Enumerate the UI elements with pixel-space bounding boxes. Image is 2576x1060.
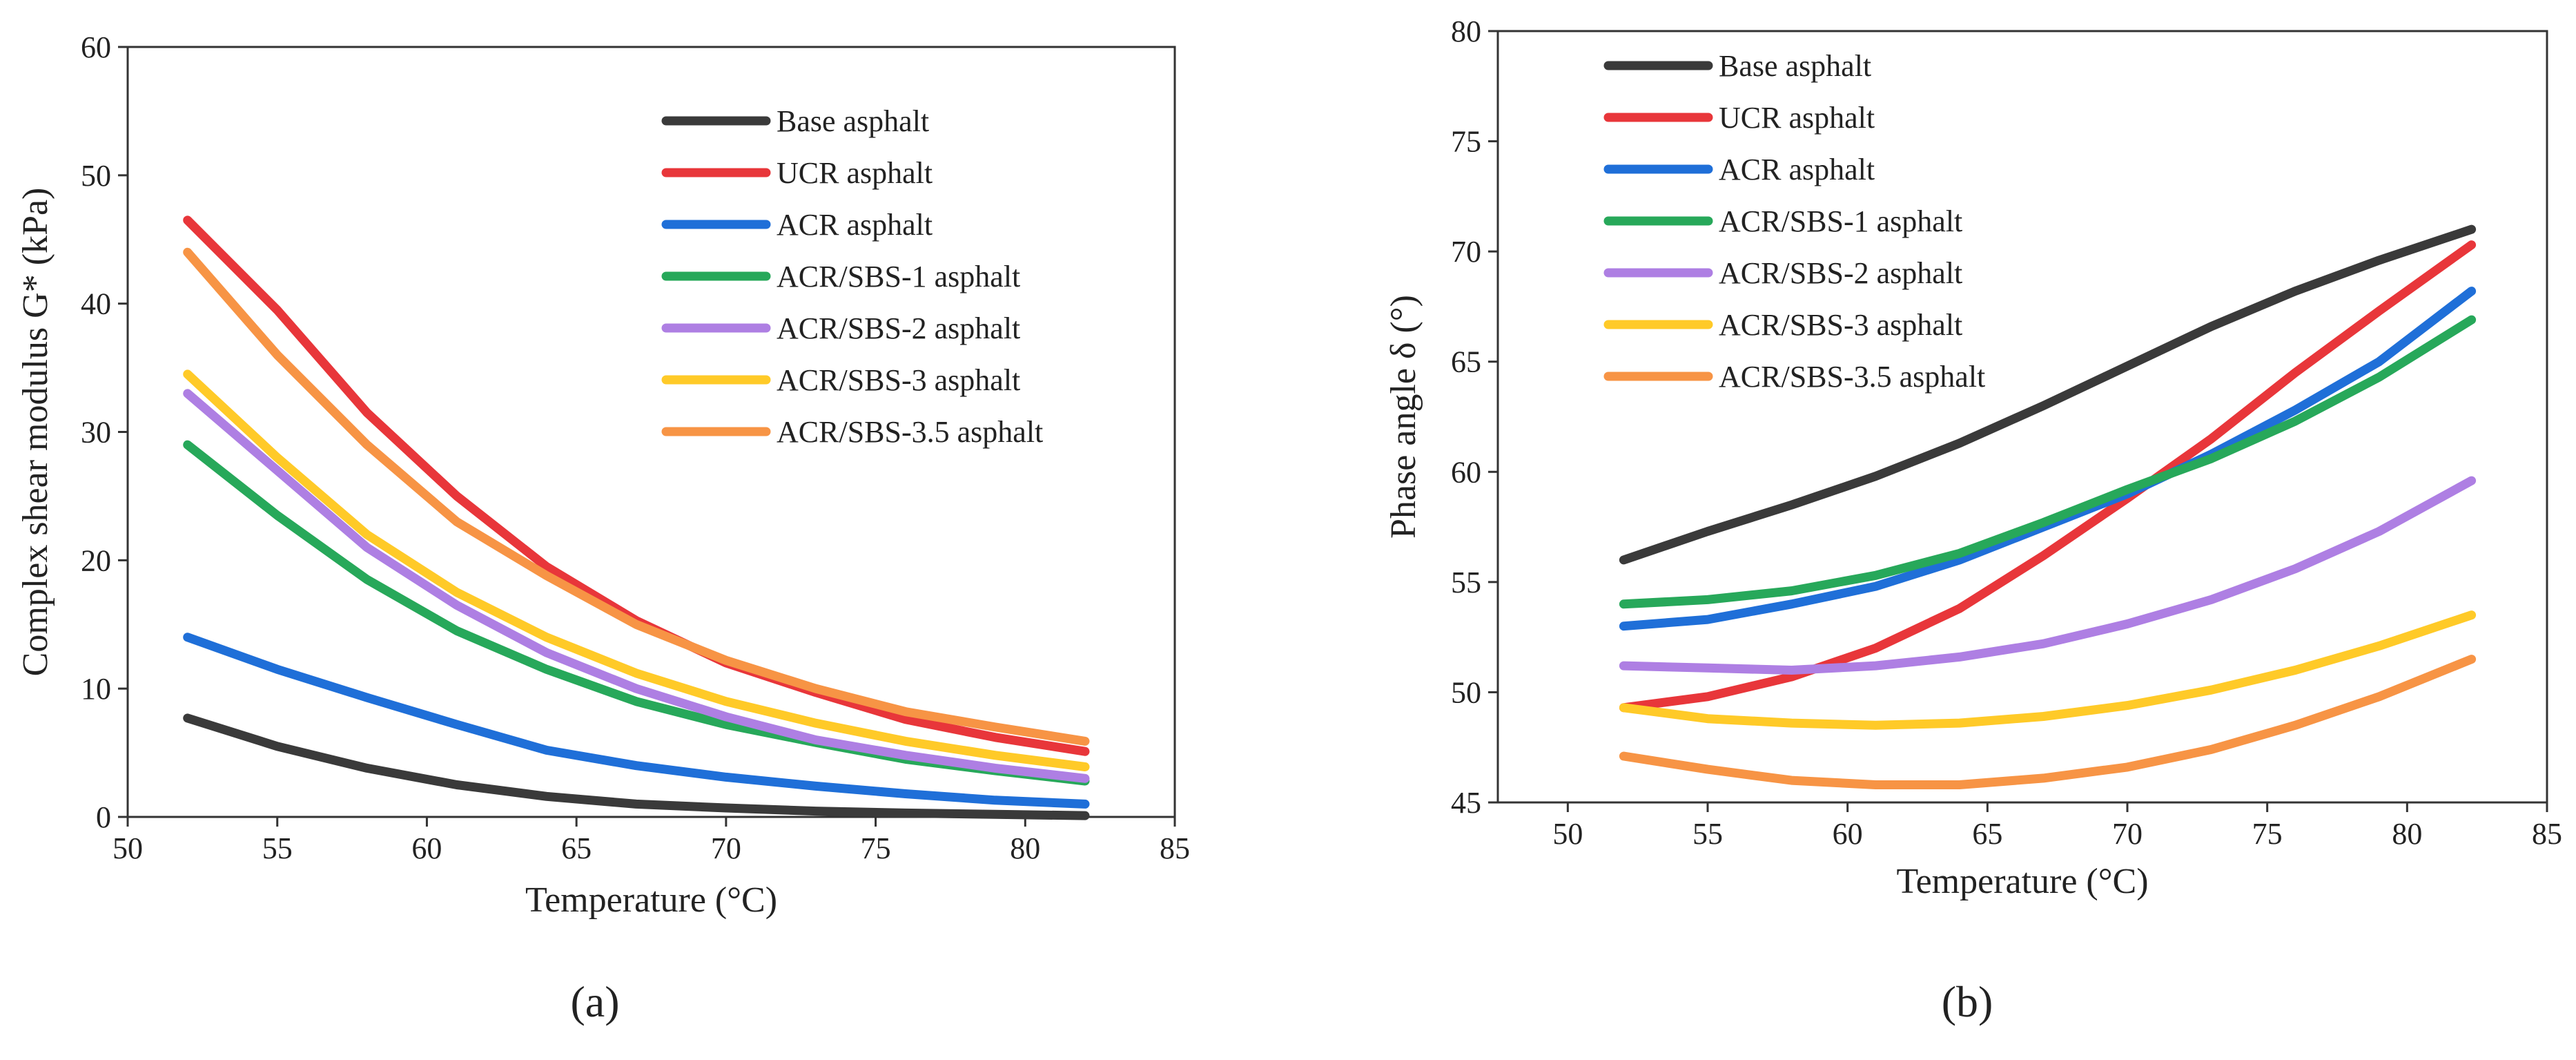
- series-line-4: [1619, 476, 2477, 675]
- panel-a-chart: 50 55 60 65 70 75 80 85 0 10 20 30 40 50 60 Temperature…: [16, 30, 1190, 1026]
- legend-label: ACR/SBS-1 asphalt: [1719, 204, 1962, 238]
- y-tick-label: 45: [1451, 786, 1481, 820]
- panel-label: (a): [570, 977, 619, 1026]
- y-tick-label: 55: [1451, 566, 1481, 599]
- legend-label: Base asphalt: [1719, 49, 1871, 83]
- x-axis-label: Temperature (°C): [1896, 862, 2148, 901]
- y-tick-label: 75: [1451, 125, 1481, 159]
- y-tick-label: 60: [1451, 455, 1481, 489]
- y-tick-label: 70: [1451, 235, 1481, 269]
- legend-label: ACR/SBS-2 asphalt: [1719, 256, 1962, 290]
- x-tick-label: 80: [1010, 831, 1040, 865]
- series-line-0: [1619, 224, 2477, 565]
- x-axis-label: Temperature (°C): [525, 880, 777, 920]
- x-tick-label: 75: [2252, 817, 2283, 851]
- y-axis-label: Phase angle δ (°): [1384, 295, 1423, 539]
- x-tick-label: 75: [861, 831, 891, 865]
- legend-label: ACR asphalt: [777, 208, 933, 242]
- series-line-6: [1619, 655, 2477, 789]
- series-line-5: [183, 369, 1090, 771]
- legend-label: UCR asphalt: [777, 156, 933, 190]
- series-line-5: [1619, 610, 2477, 730]
- y-tick-label: 10: [81, 672, 111, 706]
- y-tick-label: 40: [81, 287, 111, 321]
- series-line-0: [183, 713, 1090, 820]
- series-line-3: [1619, 315, 2477, 609]
- series-line-6: [183, 247, 1090, 746]
- legend-label: ACR/SBS-1 asphalt: [777, 260, 1020, 293]
- x-tick-label: 70: [711, 831, 741, 865]
- y-tick-label: 0: [96, 800, 111, 834]
- y-axis-label: Complex shear modulus G* (kPa): [16, 188, 55, 677]
- legend-label: ACR/SBS-3.5 asphalt: [1719, 360, 1985, 394]
- x-tick-label: 70: [2112, 817, 2143, 851]
- x-tick-label: 80: [2392, 817, 2422, 851]
- y-tick-label: 50: [81, 159, 111, 193]
- legend-label: ACR/SBS-2 asphalt: [777, 311, 1020, 345]
- y-tick-label: 65: [1451, 345, 1481, 379]
- y-tick-label: 20: [81, 543, 111, 577]
- legend-label: ACR asphalt: [1719, 153, 1875, 186]
- series-line-4: [183, 389, 1090, 783]
- series-line-1: [1619, 240, 2477, 713]
- legend-label: ACR/SBS-3 asphalt: [1719, 308, 1962, 342]
- legend-label: Base asphalt: [777, 104, 929, 138]
- y-tick-label: 60: [81, 30, 111, 64]
- plot-frame: [1496, 30, 2548, 804]
- x-tick-label: 55: [1692, 817, 1723, 851]
- legend-label: UCR asphalt: [1719, 101, 1875, 135]
- x-tick-label: 50: [1552, 817, 1583, 851]
- x-tick-label: 60: [1833, 817, 1863, 851]
- x-tick-label: 55: [262, 831, 293, 865]
- legend-label: ACR/SBS-3.5 asphalt: [777, 415, 1043, 449]
- x-tick-label: 65: [561, 831, 592, 865]
- y-tick-label: 30: [81, 416, 111, 450]
- y-tick-label: 80: [1451, 15, 1481, 48]
- x-tick-label: 85: [1160, 831, 1190, 865]
- panel-label: (b): [1942, 977, 1993, 1026]
- series-line-2: [183, 633, 1090, 809]
- x-tick-label: 85: [2532, 817, 2562, 851]
- x-tick-label: 65: [1972, 817, 2002, 851]
- legend-label: ACR/SBS-3 asphalt: [777, 363, 1020, 397]
- panel-b-chart: 50 55 60 65 70 75 80 85 45 50 55 60 65 70 75 80 Temperat…: [1384, 15, 2562, 1026]
- x-tick-label: 60: [411, 831, 442, 865]
- x-tick-label: 50: [113, 831, 143, 865]
- y-tick-label: 50: [1451, 675, 1481, 709]
